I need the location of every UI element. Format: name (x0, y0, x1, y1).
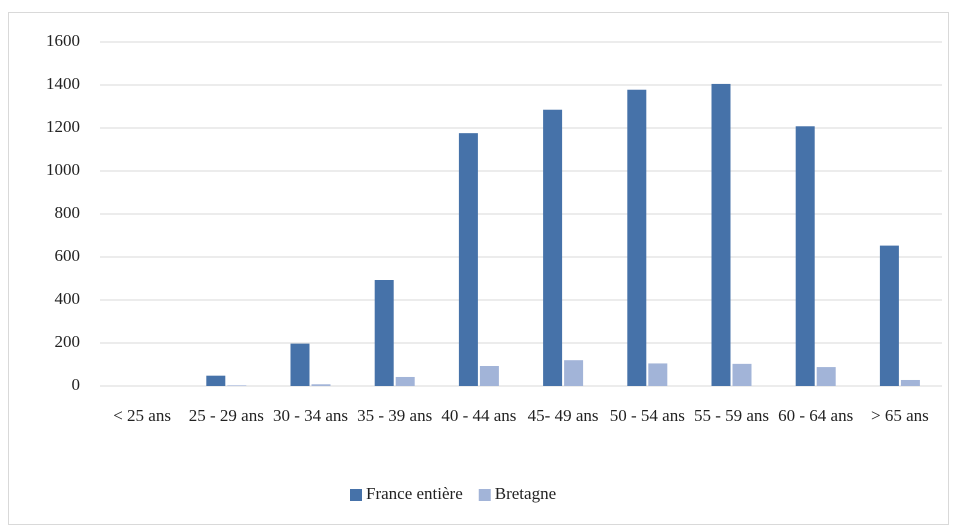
bar (227, 385, 247, 386)
y-tick-label: 400 (55, 289, 81, 308)
bar (311, 384, 331, 386)
bar (816, 367, 836, 386)
bar (290, 343, 310, 386)
x-tick-label: 60 - 64 ans (778, 406, 854, 425)
y-tick-label: 600 (55, 246, 81, 265)
y-tick-label: 1400 (46, 74, 80, 93)
x-tick-label: 45- 49 ans (527, 406, 599, 425)
bar (206, 375, 226, 386)
y-tick-label: 1600 (46, 31, 80, 50)
bar (374, 280, 394, 386)
x-tick-label: 30 - 34 ans (272, 406, 349, 425)
bar (711, 83, 731, 387)
x-tick-label: 55 - 59 ans (693, 406, 770, 425)
bar (795, 126, 815, 386)
x-tick-label: < 25 ans (113, 406, 171, 425)
x-tick-label: 25 - 29 ans (188, 406, 264, 425)
x-tick-label: > 65 ans (871, 406, 929, 425)
chart-frame (8, 12, 949, 525)
legend-label: France entière (366, 484, 463, 503)
legend-swatch (478, 489, 491, 501)
bar (564, 360, 584, 386)
x-tick-label: 35 - 39 ans (357, 406, 433, 425)
bar (479, 366, 499, 386)
bar (879, 245, 899, 386)
bar (900, 379, 920, 386)
bar (732, 363, 752, 386)
y-tick-label: 800 (55, 203, 81, 222)
y-tick-label: 0 (72, 375, 81, 394)
bar (395, 376, 415, 386)
bar (648, 363, 668, 386)
bar (458, 133, 478, 386)
x-tick-label: 40 - 44 ans (441, 406, 517, 425)
y-tick-label: 200 (55, 332, 81, 351)
y-tick-label: 1200 (46, 117, 80, 136)
x-tick-label: 50 - 54 ans (609, 406, 685, 425)
y-tick-label: 1000 (46, 160, 80, 179)
legend-label: Bretagne (495, 484, 556, 503)
legend-swatch (350, 489, 362, 501)
bar (543, 109, 563, 386)
bar (627, 89, 647, 386)
